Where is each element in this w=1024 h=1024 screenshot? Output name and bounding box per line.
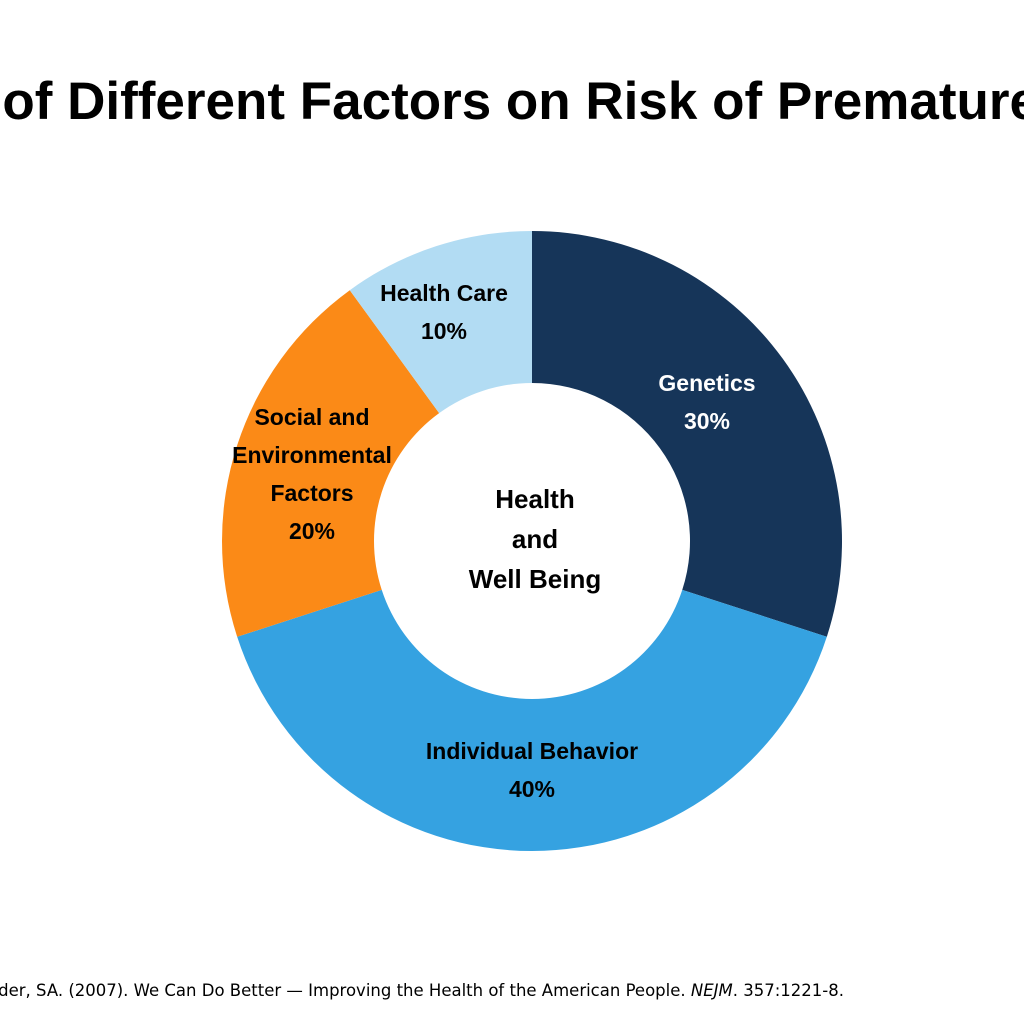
chart-title-text: t of Different Factors on Risk of Premat…	[0, 72, 1024, 131]
slice-social-and-environmental-factors	[221, 290, 440, 637]
slice-label: Environmental	[232, 442, 392, 468]
center-label: Health	[495, 484, 574, 514]
center-label: and	[512, 524, 558, 554]
slice-value-label: 20%	[289, 518, 335, 544]
slice-label: Social and	[254, 404, 369, 430]
slice-individual-behavior	[237, 589, 827, 851]
slice-value-label: 40%	[509, 776, 555, 802]
slice-label: Individual Behavior	[426, 738, 638, 764]
center-label: Well Being	[469, 564, 601, 594]
slice-label: Genetics	[658, 370, 755, 396]
slice-value-label: 10%	[421, 318, 467, 344]
slice-health-care	[349, 231, 532, 414]
citation: eder, SA. (2007). We Can Do Better — Imp…	[0, 976, 1024, 1006]
citation-journal: NEJM	[690, 981, 733, 1000]
slice-genetics	[532, 231, 842, 637]
slice-label: Factors	[270, 480, 353, 506]
slice-value-label: 30%	[684, 408, 730, 434]
citation-text-after: . 357:1221-8.	[732, 981, 844, 1000]
chart-title: t of Different Factors on Risk of Premat…	[0, 62, 1024, 142]
slice-label: Health Care	[380, 280, 508, 306]
citation-text-before: eder, SA. (2007). We Can Do Better — Imp…	[0, 981, 691, 1000]
